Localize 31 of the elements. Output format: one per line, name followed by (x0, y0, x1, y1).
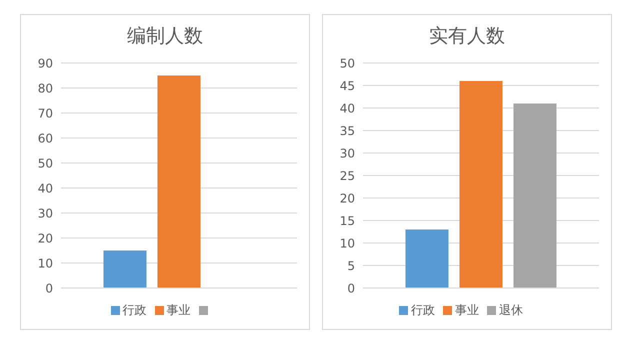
y-tick-label: 60 (38, 131, 53, 146)
y-tick-label: 20 (38, 231, 53, 246)
y-tick-label: 45 (340, 78, 355, 93)
y-tick-label: 90 (38, 56, 53, 70)
y-tick-label: 50 (340, 56, 355, 70)
y-tick-label: 80 (38, 81, 53, 96)
y-tick-label: 25 (340, 168, 355, 183)
legend-label: 退休 (499, 302, 523, 319)
y-tick-label: 20 (340, 191, 355, 206)
y-tick-label: 35 (340, 124, 355, 138)
y-tick-label: 5 (347, 258, 355, 273)
bar (513, 104, 556, 288)
y-tick-label: 15 (340, 214, 355, 228)
y-tick-label: 10 (340, 236, 355, 250)
y-tick-label: 30 (38, 206, 53, 220)
y-tick-label: 40 (340, 101, 355, 116)
legend-label: 行政 (122, 302, 146, 319)
legend-label: 事业 (455, 302, 479, 319)
y-tick-label: 70 (38, 106, 53, 120)
legend-label: 事业 (166, 302, 190, 319)
y-tick-label: 0 (347, 281, 355, 296)
legend-label: 行政 (411, 302, 435, 319)
y-tick-label: 30 (340, 146, 355, 160)
bar (459, 81, 502, 288)
chart-title: 实有人数 (428, 24, 506, 49)
y-tick-label: 10 (38, 256, 53, 270)
y-tick-label: 0 (45, 281, 53, 296)
bar (405, 230, 448, 288)
chart-title: 编制人数 (126, 24, 204, 49)
y-tick-label: 50 (38, 156, 53, 170)
y-tick-label: 40 (38, 181, 53, 196)
